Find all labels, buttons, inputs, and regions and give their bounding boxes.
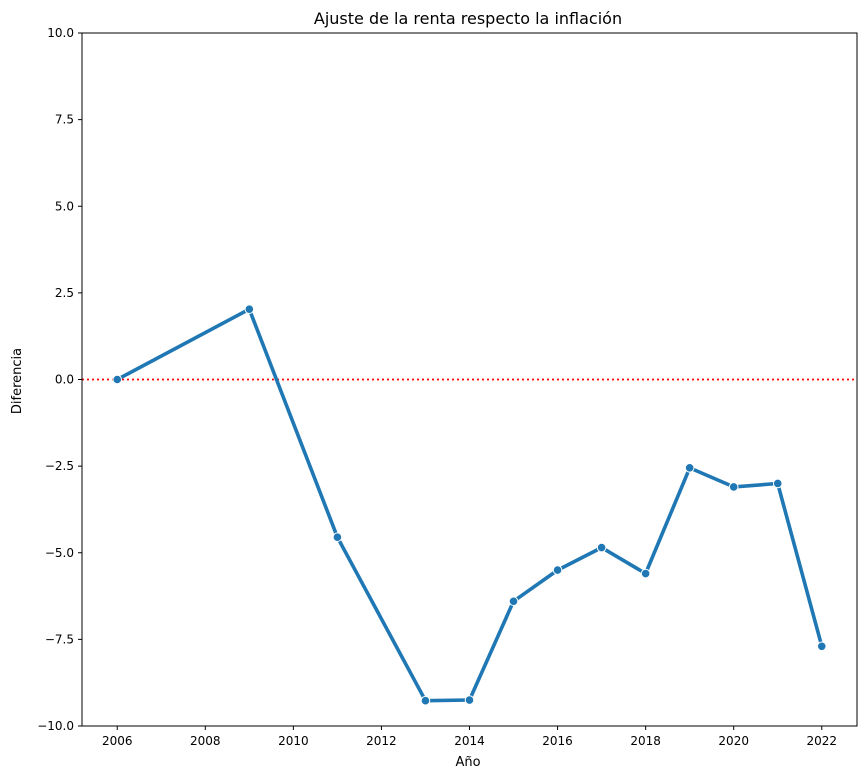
y-tick-label: 0.0 [55,373,74,387]
y-tick-label: 7.5 [55,113,74,127]
data-point [508,596,519,607]
y-tick-label: −7.5 [45,632,74,646]
data-point [816,641,827,652]
data-point [244,304,255,314]
x-axis-ticks: 2006 2008 2010 2012 2014 2016 2018 2020 2022 [102,726,837,748]
data-point [552,565,563,575]
data-point [596,542,607,553]
x-tick-label: 2006 [102,734,133,748]
y-tick-label: −2.5 [45,459,74,473]
x-axis-label: Año [455,755,480,770]
plot-frame [81,32,858,727]
x-tick-label: 2014 [454,734,485,748]
x-tick-label: 2012 [366,734,397,748]
data-point [772,478,783,489]
x-tick-label: 2018 [630,734,661,748]
y-tick-label: 2.5 [55,286,74,300]
series-markers [112,304,827,706]
data-point [112,374,123,385]
x-tick-label: 2016 [542,734,573,748]
y-axis-ticks: −10.0 −7.5 −5.0 −2.5 0.0 2.5 5.0 7.5 10.0 [37,26,82,733]
data-point [728,482,739,492]
x-tick-label: 2022 [806,734,837,748]
data-point [684,463,695,473]
x-tick-label: 2008 [190,734,221,748]
data-point [464,695,475,705]
chart-title: Ajuste de la renta respecto la inflación [314,9,622,28]
x-tick-label: 2010 [278,734,309,748]
series-line [116,307,824,703]
y-tick-label: −5.0 [45,546,74,560]
y-axis-label: Diferencia [10,348,25,414]
y-tick-label: 10.0 [47,26,74,40]
data-point [420,695,431,706]
x-tick-label: 2020 [718,734,749,748]
y-tick-label: −10.0 [37,719,74,733]
y-tick-label: 5.0 [55,199,74,213]
data-point [332,532,343,542]
data-point [640,568,651,579]
